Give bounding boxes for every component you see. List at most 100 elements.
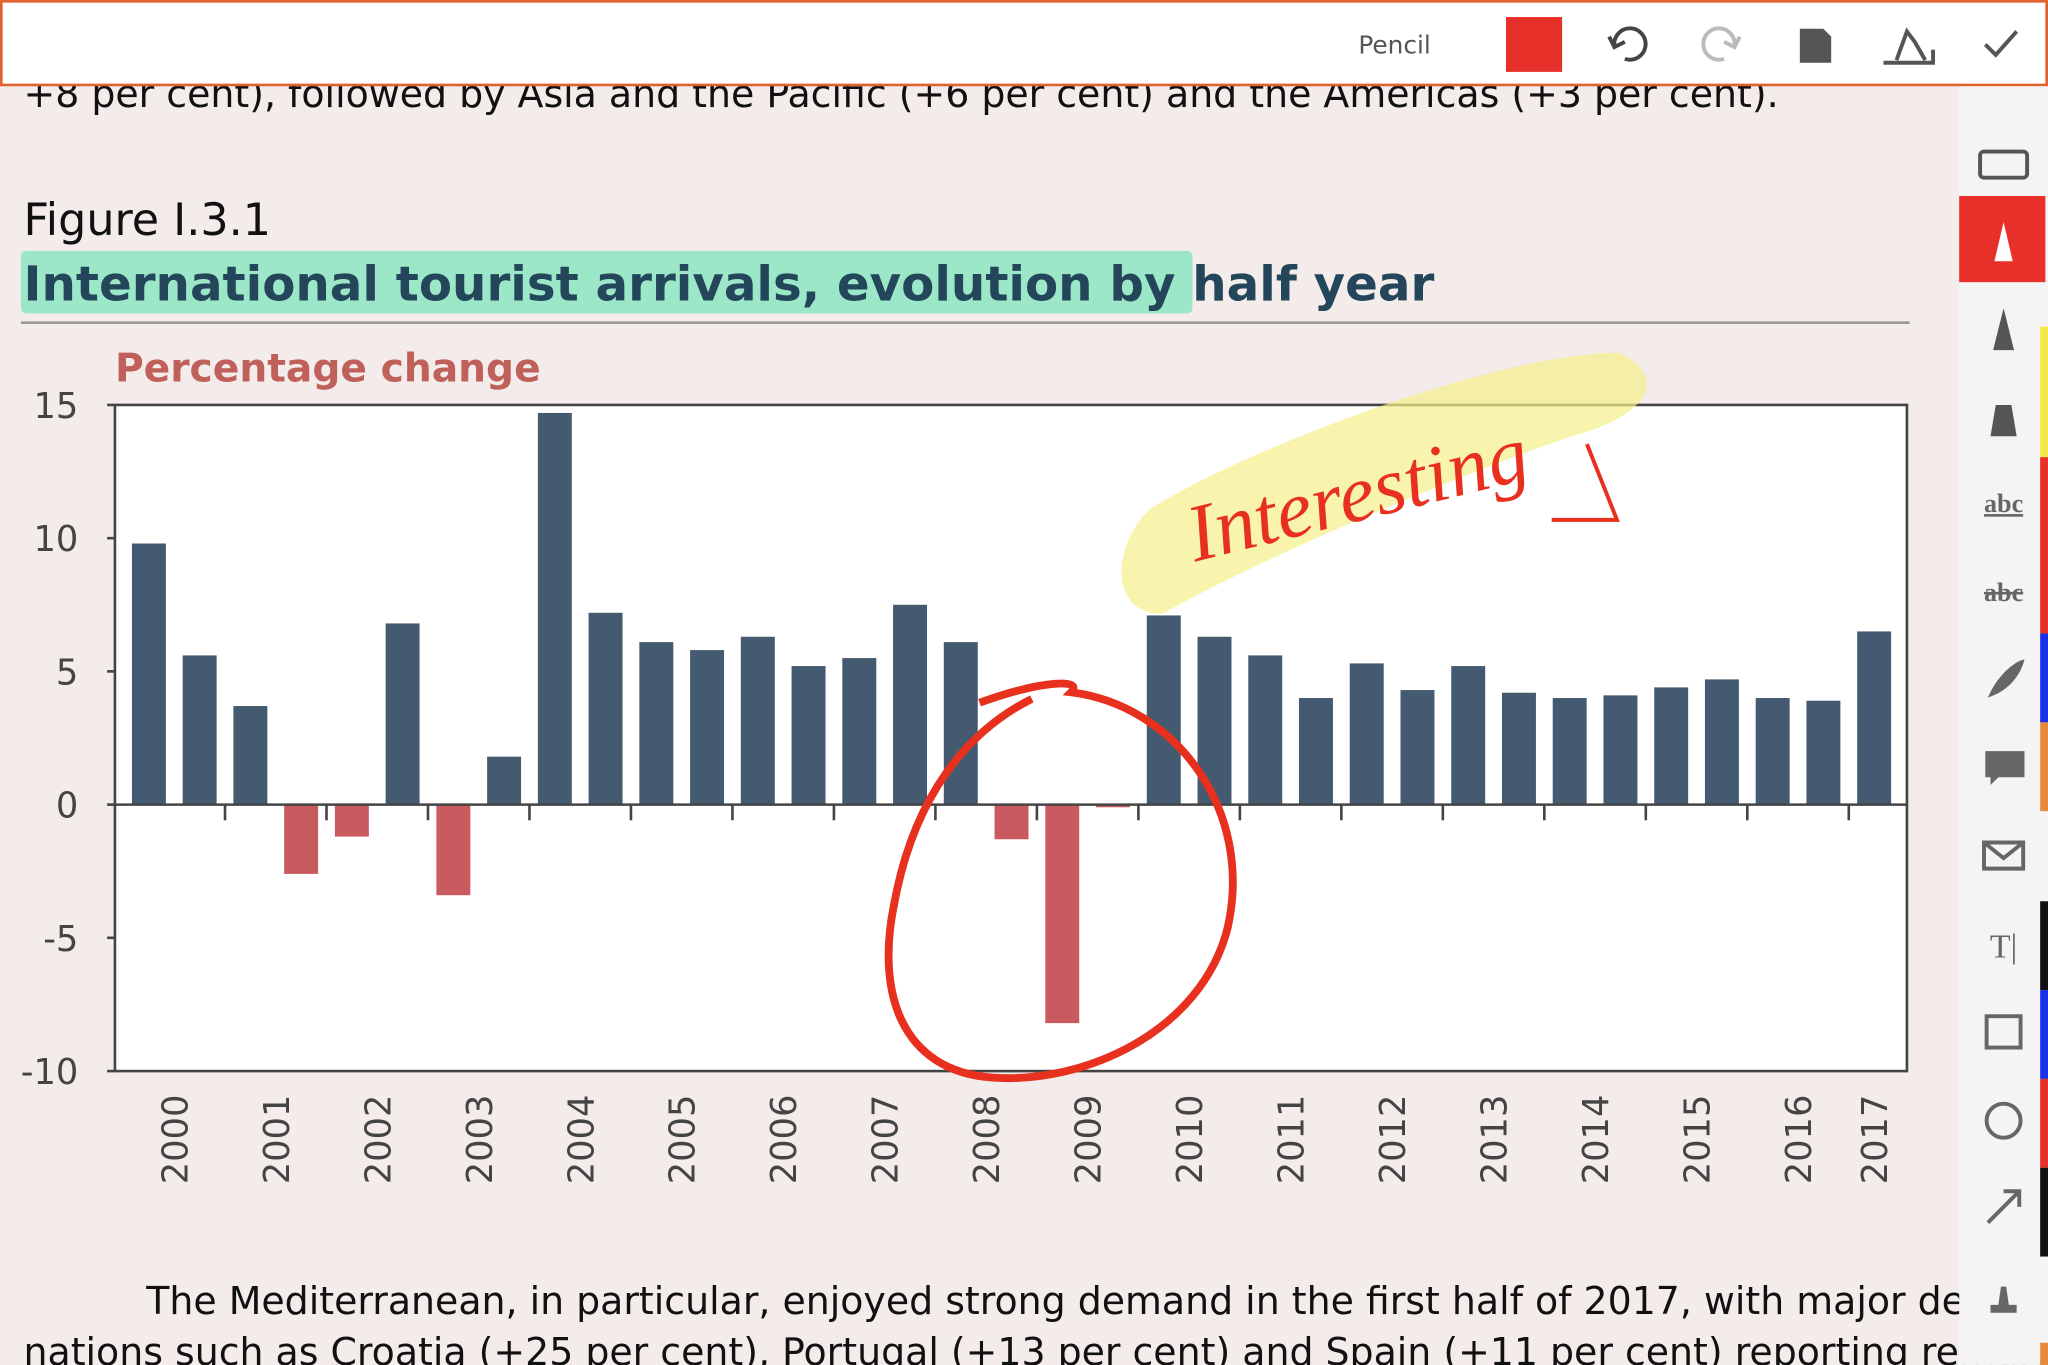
eraser-button[interactable]: [1799, 28, 1832, 63]
bar: [893, 604, 928, 805]
bar: [385, 623, 420, 805]
body-text: The Mediterranean, in particular, enjoye…: [145, 1279, 2023, 1323]
bar: [537, 412, 572, 805]
x-tick-label: 2001: [257, 1095, 298, 1185]
bar: [791, 666, 826, 805]
y-tick-label: 10: [34, 519, 79, 560]
bar: [1248, 655, 1283, 805]
arrow-tool[interactable]: [1986, 1189, 2022, 1224]
figure-number: Figure I.3.1: [24, 195, 271, 246]
bar: [1806, 700, 1841, 805]
y-axis-label: Percentage change: [115, 346, 541, 391]
bar: [1045, 804, 1080, 1024]
bar: [487, 756, 522, 805]
color-strip: [2040, 990, 2048, 1079]
color-strip: [2040, 457, 2048, 634]
bar: [1146, 615, 1181, 805]
color-strip: [2040, 633, 2048, 723]
mail-icon[interactable]: [1982, 840, 2026, 871]
bar: [994, 804, 1029, 840]
note-arrow: [1551, 443, 1620, 522]
bar: [588, 612, 623, 805]
x-tick-label: 2003: [460, 1095, 501, 1185]
bar: [1552, 698, 1587, 805]
bar: [436, 804, 471, 896]
bar: [740, 636, 775, 805]
bar: [1857, 631, 1892, 805]
sidebar: [1959, 86, 2048, 1365]
color-strip: [2040, 1167, 2048, 1257]
bar: [943, 642, 978, 805]
bar: [233, 706, 268, 805]
chart: 15 10 5 0 -5 -10 2000 2001 2002 2003 2004 2005 2006 2…: [21, 386, 1907, 1184]
x-tick-label: 2016: [1779, 1095, 1820, 1185]
stamp-tool[interactable]: [1990, 1286, 2017, 1313]
y-tick-label: 0: [56, 786, 78, 827]
y-tick-label: 15: [34, 386, 79, 427]
undo-button[interactable]: [1607, 26, 1648, 62]
color-strip: [2040, 1342, 2048, 1365]
circle-tool[interactable]: [1984, 1101, 2023, 1140]
y-tick-label: -5: [43, 919, 78, 960]
pencil-icon: [1994, 222, 2013, 262]
x-tick-label: 2011: [1272, 1095, 1313, 1185]
bar: [334, 804, 369, 837]
x-tick-label: 2014: [1576, 1095, 1617, 1185]
x-tick-label: 2009: [1069, 1095, 1110, 1185]
pen-icon[interactable]: [1993, 308, 2015, 351]
handwritten-circle: [884, 679, 1237, 1083]
bar: [1501, 692, 1536, 805]
highlight: [20, 250, 1193, 314]
bar: [1400, 690, 1435, 805]
bar: [1654, 687, 1689, 805]
bar: [1603, 695, 1638, 805]
underline-tool[interactable]: abc: [1984, 489, 2023, 518]
signature-icon[interactable]: [1987, 659, 2025, 698]
x-tick-label: 2010: [1170, 1095, 1211, 1185]
bar: [1349, 663, 1384, 805]
bar: [131, 543, 166, 805]
x-tick-label: 2012: [1373, 1095, 1414, 1185]
bar: [284, 804, 319, 874]
x-tick-label: 2000: [155, 1095, 196, 1185]
highlighter-icon[interactable]: [1990, 404, 2017, 437]
bar: [1704, 679, 1739, 805]
done-button[interactable]: [1983, 30, 2019, 58]
bar: [1299, 698, 1333, 805]
y-tick-label: 5: [56, 652, 78, 693]
toolbox-icon[interactable]: [1978, 149, 2030, 180]
strikeout-tool[interactable]: abc: [1984, 578, 2023, 607]
comment-icon[interactable]: [1985, 751, 2025, 786]
x-tick-label: 2013: [1475, 1095, 1516, 1185]
bar: [639, 642, 674, 805]
toolbar: [0, 0, 2048, 87]
color-strips: [2040, 326, 2048, 1365]
x-tick-label: 2006: [764, 1095, 805, 1185]
bar: [1451, 666, 1486, 805]
x-tick-label: 2004: [561, 1095, 602, 1185]
hand-button[interactable]: [1883, 27, 1936, 65]
x-tick-label: 2002: [358, 1095, 399, 1185]
tool-name: Pencil: [1358, 31, 1430, 60]
color-strip: [2040, 326, 2048, 458]
x-tick-label: 2008: [967, 1095, 1008, 1185]
rectangle-tool[interactable]: [1984, 1014, 2023, 1050]
y-tick-label: -10: [21, 1052, 79, 1093]
chart-title: International tourist arrivals, evolutio…: [24, 256, 1435, 312]
x-tick-label: 2017: [1855, 1095, 1896, 1185]
color-swatch[interactable]: [1505, 17, 1563, 72]
body-text: nations such as Croatia (+25 per cent), …: [24, 1330, 2048, 1365]
color-strip: [2040, 722, 2048, 812]
bar: [690, 650, 725, 805]
color-strip: [2040, 901, 2048, 991]
bar: [1096, 804, 1130, 808]
bar: [842, 658, 877, 805]
x-tick-label: 2005: [663, 1095, 704, 1185]
text-tool[interactable]: T|: [1990, 928, 2018, 965]
redo-button[interactable]: [1701, 26, 1742, 62]
highlighter-stroke: [1121, 352, 1647, 614]
x-tick-label: 2015: [1678, 1095, 1719, 1185]
bar: [1755, 698, 1790, 805]
